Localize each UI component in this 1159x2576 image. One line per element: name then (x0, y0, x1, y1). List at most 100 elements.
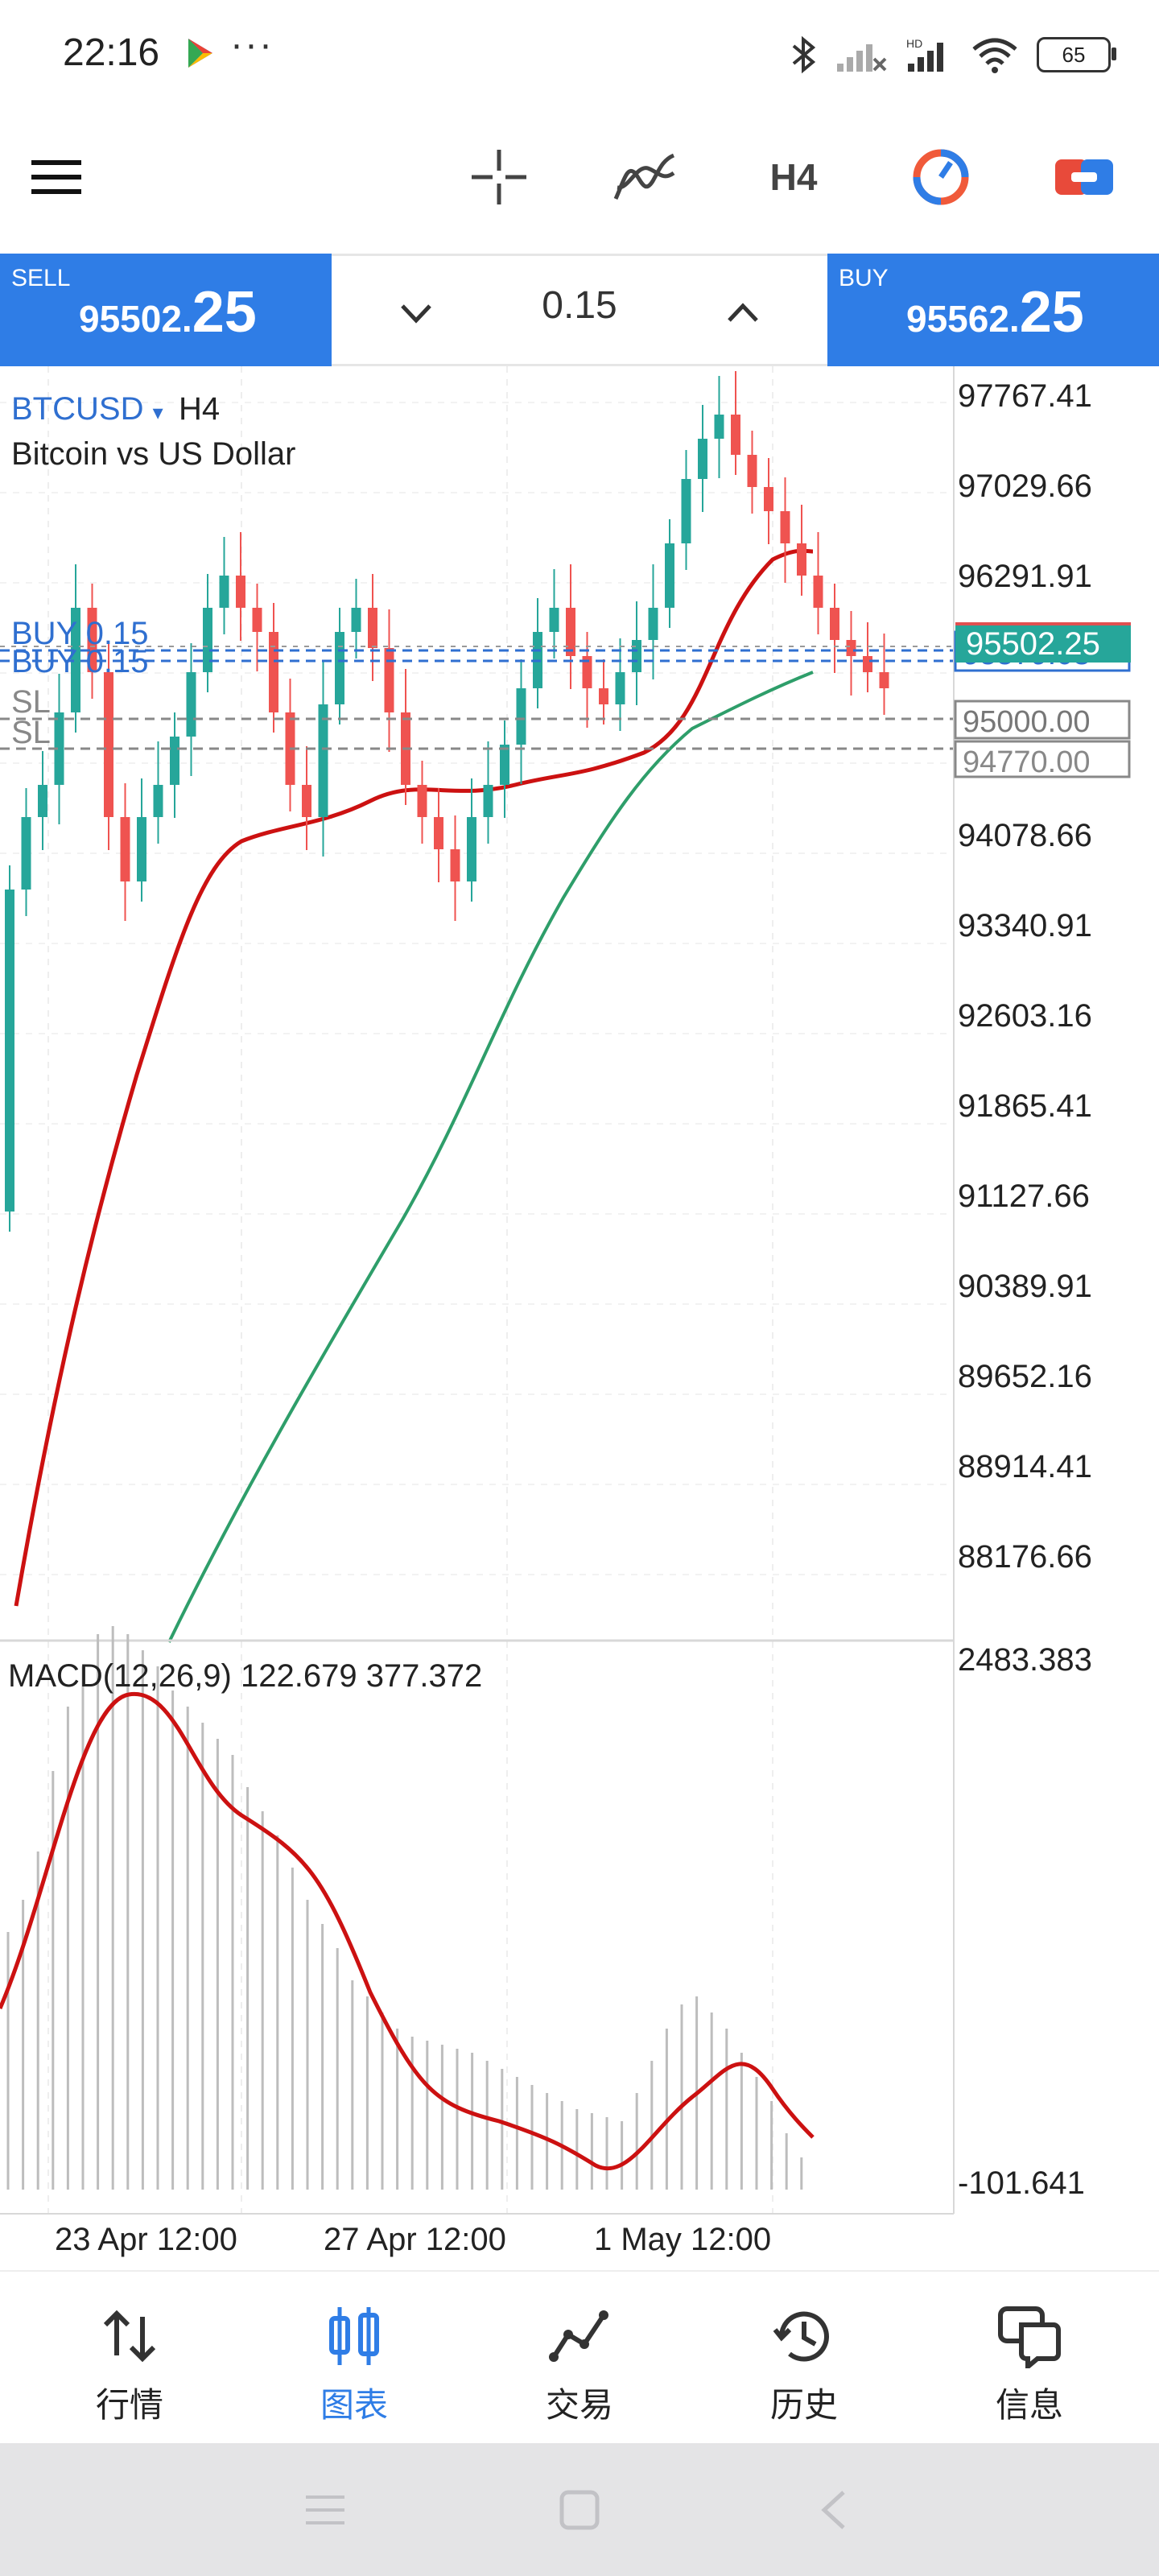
price-tick: 89652.16 (958, 1359, 1092, 1394)
candle-body (21, 817, 31, 890)
price-chart[interactable]: BUY 0.15 BUY 0.15 SL SL 97767.41 97029.6… (0, 366, 1159, 2270)
volume-value[interactable]: 0.15 (542, 284, 617, 327)
status-time: 22:16 (63, 31, 160, 74)
decrease-volume-icon[interactable] (396, 293, 436, 333)
symbol-dropdown-icon: ▾ (152, 400, 163, 424)
chart-symbol[interactable]: BTCUSD ▾ (11, 391, 163, 427)
nav-messages[interactable]: 信息 (937, 2272, 1122, 2445)
ma-slow-line (167, 671, 814, 1643)
candle-body (615, 672, 625, 704)
quotes-icon (103, 2310, 156, 2363)
candle-body (698, 439, 707, 479)
nav-label: 图表 (320, 2386, 388, 2424)
candle-body (500, 745, 509, 785)
messages-icon (998, 2306, 1061, 2368)
history-icon (773, 2311, 829, 2362)
candle-body (582, 656, 592, 688)
candle-body (104, 672, 113, 817)
system-navigation-bar (0, 2443, 1159, 2576)
increase-volume-icon[interactable] (723, 293, 763, 333)
crosshair-icon (472, 150, 526, 204)
sell-button[interactable]: SELL 95502.25 (0, 254, 332, 366)
svg-text:HD: HD (906, 37, 922, 50)
price-tick: 91865.41 (958, 1088, 1092, 1124)
indicators-button[interactable] (608, 137, 681, 217)
candle-body (153, 785, 163, 817)
buy-button[interactable]: BUY 95562.25 (827, 254, 1159, 366)
nav-chart[interactable]: 图表 (262, 2272, 447, 2445)
sl-label: SL (11, 715, 51, 750)
sl-price-text: 95000.00 (963, 705, 1091, 739)
candle-body (780, 511, 790, 543)
nav-label: 行情 (95, 2386, 163, 2424)
nav-quotes[interactable]: 行情 (37, 2272, 222, 2445)
trade-level-lines: BUY 0.15 BUY 0.15 SL SL (0, 616, 954, 750)
candle-body (632, 640, 641, 672)
one-click-trade-button[interactable] (1048, 137, 1120, 217)
chart-toolbar: H4 (0, 121, 1159, 233)
candle-body (747, 455, 757, 487)
sell-price-main: 95502. (79, 298, 192, 340)
price-tick: 94078.66 (958, 818, 1092, 853)
nav-history[interactable]: 历史 (711, 2272, 897, 2445)
price-tick: 92603.16 (958, 998, 1092, 1034)
sl-price-tag (954, 700, 1131, 740)
status-bar: 22:16 ··· HD 65 (0, 0, 1159, 109)
candle-body (38, 785, 47, 817)
candle-body (384, 648, 394, 712)
moving-averages (14, 548, 814, 1643)
candle-body (252, 608, 262, 632)
candle-body (599, 688, 608, 704)
chart-timeframe: H4 (179, 391, 221, 427)
recent-apps-icon[interactable] (303, 2487, 348, 2533)
price-tick: 97767.41 (958, 378, 1092, 414)
timeframe-label: H4 (769, 156, 818, 198)
candle-body (731, 415, 740, 455)
buy-price: 95562.25 (906, 279, 1084, 345)
nav-label: 信息 (995, 2386, 1063, 2424)
price-tick: 90389.91 (958, 1269, 1092, 1304)
objects-button[interactable] (905, 137, 977, 217)
candle-body (203, 608, 212, 672)
back-icon[interactable] (811, 2487, 856, 2533)
time-tick: 1 May 12:00 (594, 2222, 771, 2257)
menu-button[interactable] (24, 137, 89, 217)
timeframe-button[interactable]: H4 (753, 137, 834, 217)
candle-body (566, 608, 575, 656)
candle-body (269, 632, 278, 712)
candle-body (5, 890, 14, 1212)
nav-trade[interactable]: 交易 (487, 2272, 672, 2445)
macd-signal-line (0, 1692, 815, 2171)
buy-price-pips: 25 (1019, 280, 1084, 345)
price-tick: 93340.91 (958, 908, 1092, 943)
bluetooth-icon (792, 35, 816, 74)
bottom-navigation: 行情 图表 交易 历史 信息 (0, 2270, 1159, 2445)
order-label: BUY 0.15 (11, 644, 149, 679)
candle-body (54, 712, 64, 785)
candle-body (764, 487, 773, 511)
candle-body (219, 576, 229, 608)
candle-body (665, 543, 674, 608)
price-tick: 97029.66 (958, 469, 1092, 504)
candle-body (302, 785, 311, 817)
status-more-dots: ··· (230, 23, 274, 66)
candle-body (830, 608, 839, 640)
candle-body (450, 849, 460, 881)
menu-icon (31, 160, 81, 194)
sl-price-tag (954, 740, 1131, 778)
nav-label: 交易 (545, 2386, 613, 2424)
price-tick: 96291.91 (958, 559, 1092, 594)
chart-icon (329, 2307, 379, 2365)
wifi-icon (972, 38, 1017, 73)
home-icon[interactable] (557, 2487, 602, 2533)
indicators-icon (613, 153, 675, 200)
volume-control: 0.15 (332, 254, 827, 366)
battery-icon: 65 (1037, 37, 1116, 72)
trade-icon (549, 2310, 608, 2362)
signal-icon (837, 44, 887, 72)
candle-body (863, 656, 872, 672)
candle-body (87, 608, 97, 672)
sell-price: 95502.25 (79, 279, 257, 345)
macd-axis-bottom: -101.641 (958, 2165, 1085, 2201)
crosshair-button[interactable] (467, 137, 531, 217)
